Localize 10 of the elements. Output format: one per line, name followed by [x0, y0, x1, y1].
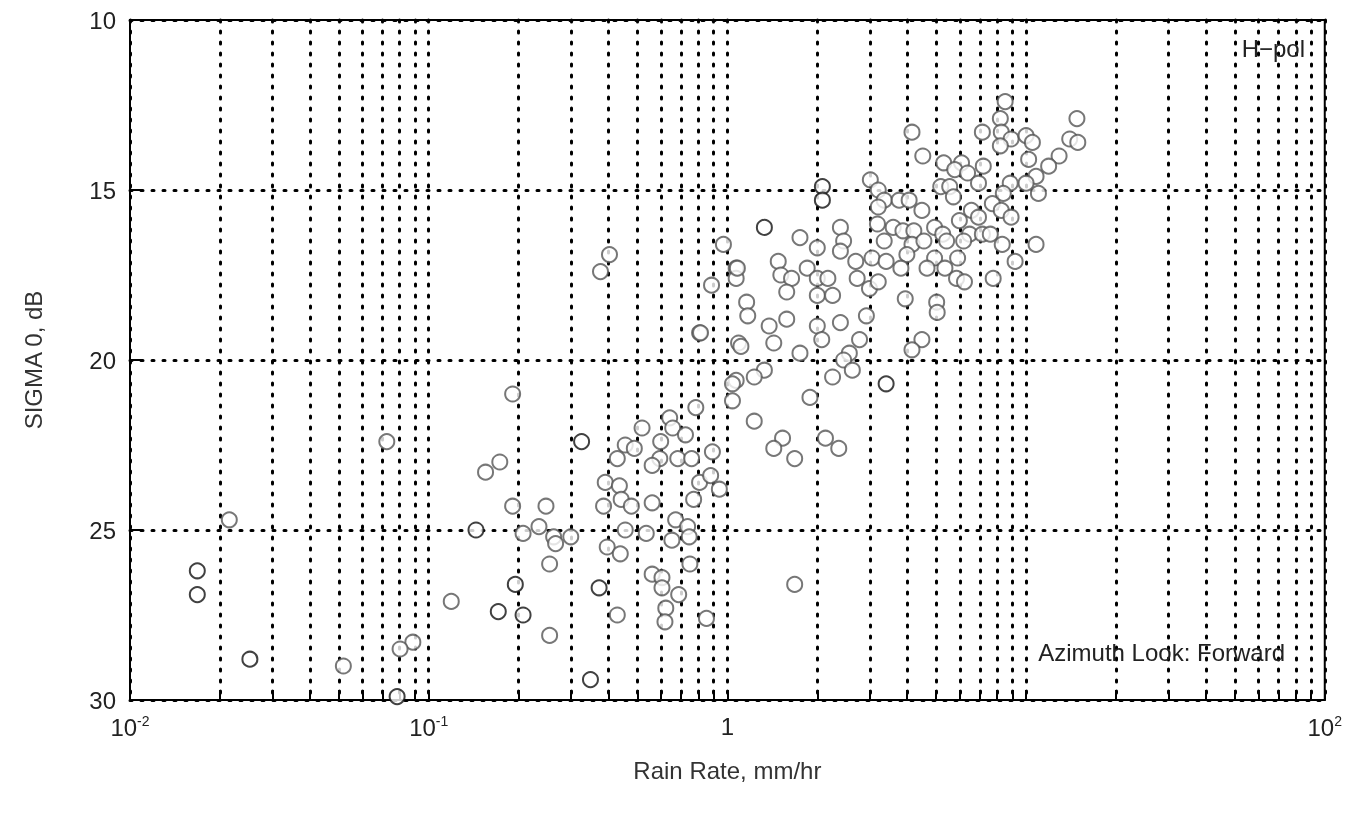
y-tick-label: 25 [89, 516, 116, 544]
y-tick-label: 10 [89, 6, 116, 34]
x-tick-label: 1 [720, 712, 735, 740]
y-tick-label: 30 [89, 686, 116, 714]
annotation: Azimuth Look: Forward [1038, 638, 1285, 666]
y-tick-label: 20 [89, 346, 116, 374]
x-axis-title: Rain Rate, mm/hr [633, 756, 822, 784]
annotation: H−pol [1241, 34, 1305, 62]
y-axis-title: SIGMA 0, dB [19, 290, 47, 430]
y-tick-label: 15 [89, 176, 116, 204]
